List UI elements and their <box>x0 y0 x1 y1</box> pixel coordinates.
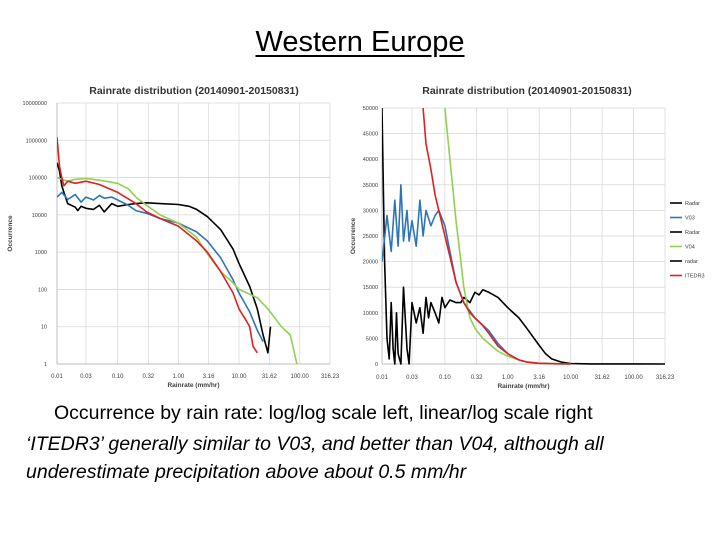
y-tick-label: 1000 <box>35 250 47 256</box>
legend-label: Radar <box>685 201 700 207</box>
y-tick-label: 100 <box>38 287 47 293</box>
y-tick-label: 10000 <box>363 311 378 317</box>
series-line-itedr3 <box>57 137 258 354</box>
series-line-radar <box>57 162 272 354</box>
x-tick-label: 3.16 <box>533 375 545 381</box>
slide-title-text: Western Europe <box>255 26 465 58</box>
series-line-v04 <box>57 176 298 365</box>
y-axis-label: Occurrence <box>350 218 357 255</box>
x-tick-label: 0.01 <box>51 374 63 380</box>
x-axis-label: Rainrate (mm/hr) <box>167 382 219 389</box>
y-tick-label: 25000 <box>363 234 378 240</box>
x-tick-label: 1.00 <box>172 374 184 380</box>
x-tick-label: 316.23 <box>656 375 675 381</box>
series-line-itedr3 <box>422 107 571 365</box>
y-tick-label: 30000 <box>363 208 378 214</box>
y-tick-label: 50000 <box>363 106 378 112</box>
x-tick-label: 31.62 <box>262 374 278 380</box>
x-tick-label: 0.03 <box>406 375 418 381</box>
x-tick-label: 316.23 <box>321 374 340 380</box>
chart-title: Rainrate distribution (20140901-20150831… <box>422 85 632 97</box>
x-tick-label: 31.62 <box>595 375 611 381</box>
x-tick-label: 0.03 <box>80 374 92 380</box>
y-tick-label: 20000 <box>363 260 378 266</box>
chart-left-loglog: Rainrate distribution (20140901-20150831… <box>7 85 340 389</box>
y-tick-label: 1000000 <box>26 138 47 144</box>
y-tick-label: 35000 <box>363 183 378 189</box>
x-tick-label: 0.32 <box>142 374 154 380</box>
x-tick-label: 1.00 <box>502 375 514 381</box>
x-tick-label: 0.32 <box>471 375 483 381</box>
series-line-radar <box>382 107 665 365</box>
y-tick-label: 40000 <box>363 157 378 163</box>
legend-label: V04 <box>685 245 695 251</box>
x-tick-label: 100.00 <box>290 374 309 380</box>
x-tick-label: 10.00 <box>231 374 247 380</box>
x-axis-label: Rainrate (mm/hr) <box>497 383 549 390</box>
chart-title: Rainrate distribution (20140901-20150831… <box>89 85 299 97</box>
caption-line-3: underestimate precipitation above about … <box>26 461 467 483</box>
x-tick-label: 0.10 <box>112 374 124 380</box>
y-tick-label: 5000 <box>366 336 378 342</box>
charts-canvas: Rainrate distribution (20140901-20150831… <box>7 85 705 390</box>
y-tick-label: 0 <box>375 362 378 368</box>
y-tick-label: 1 <box>44 362 47 368</box>
caption-line-2: ‘ITEDR3’ generally similar to V03, and b… <box>26 433 604 455</box>
legend-label: radar <box>685 259 698 265</box>
chart-right-linlog: Rainrate distribution (20140901-20150831… <box>350 85 705 390</box>
x-tick-label: 0.01 <box>376 375 388 381</box>
y-tick-label: 10 <box>41 325 47 331</box>
x-tick-label: 10.00 <box>563 375 579 381</box>
legend-label: ITEDR3 <box>685 274 705 280</box>
slide-title: Western Europe <box>0 26 720 59</box>
y-tick-label: 10000 <box>32 213 47 219</box>
y-tick-label: 15000 <box>363 285 378 291</box>
caption-line-1: Occurrence by rain rate: log/log scale l… <box>54 402 593 424</box>
y-axis-label: Occurrence <box>7 215 14 252</box>
legend-label: V03 <box>685 216 695 222</box>
x-tick-label: 3.16 <box>203 374 215 380</box>
x-tick-label: 100.00 <box>624 375 643 381</box>
legend-label: Radar <box>685 230 700 236</box>
y-tick-label: 45000 <box>363 132 378 138</box>
y-tick-label: 10000000 <box>23 101 47 107</box>
series-line-v03 <box>57 191 264 342</box>
x-tick-label: 0.10 <box>439 375 451 381</box>
y-tick-label: 100000 <box>29 176 47 182</box>
